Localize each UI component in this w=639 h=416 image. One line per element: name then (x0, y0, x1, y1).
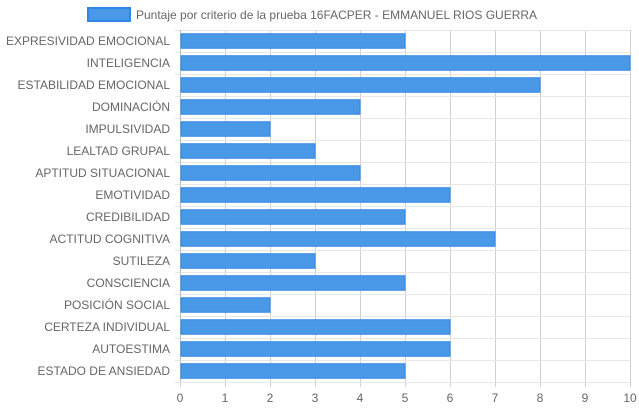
x-tick-label-3: 3 (312, 391, 319, 405)
bar-12[interactable] (180, 297, 271, 313)
bar-8[interactable] (180, 209, 406, 225)
bars (180, 33, 631, 379)
bar-6[interactable] (180, 165, 361, 181)
category-label-8: CREDIBILIDAD (86, 210, 170, 224)
category-label-9: ACTITUD COGNITIVA (50, 232, 170, 246)
category-label-7: EMOTIVIDAD (95, 188, 170, 202)
x-tick-label-2: 2 (267, 391, 274, 405)
x-tick-label-9: 9 (582, 391, 589, 405)
bar-7[interactable] (180, 187, 451, 203)
category-label-2: ESTABILIDAD EMOCIONAL (18, 78, 171, 92)
x-tick-label-10: 10 (623, 391, 637, 405)
x-tick-label-5: 5 (402, 391, 409, 405)
bar-13[interactable] (180, 319, 451, 335)
x-tick-label-8: 8 (537, 391, 544, 405)
category-label-0: EXPRESIVIDAD EMOCIONAL (6, 34, 170, 48)
bar-3[interactable] (180, 99, 361, 115)
x-tick-label-4: 4 (357, 391, 364, 405)
category-label-14: AUTOESTIMA (92, 342, 170, 356)
bar-2[interactable] (180, 77, 541, 93)
legend-swatch[interactable] (87, 7, 131, 22)
bar-9[interactable] (180, 231, 496, 247)
category-label-6: APTITUD SITUACIONAL (35, 166, 170, 180)
x-tick-label-7: 7 (492, 391, 499, 405)
x-axis-tick-labels: 0 1 2 3 4 5 6 7 8 9 10 (177, 391, 637, 405)
legend[interactable]: Puntaje por criterio de la prueba 16FACP… (87, 7, 537, 22)
legend-label[interactable]: Puntaje por criterio de la prueba 16FACP… (136, 8, 537, 22)
category-label-10: SUTILEZA (113, 254, 170, 268)
category-label-5: LEALTAD GRUPAL (67, 144, 171, 158)
category-label-15: ESTADO DE ANSIEDAD (38, 364, 171, 378)
category-label-11: CONSCIENCIA (87, 276, 170, 290)
x-tick-label-0: 0 (177, 391, 184, 405)
category-label-4: IMPULSIVIDAD (85, 122, 170, 136)
bar-11[interactable] (180, 275, 406, 291)
bar-15[interactable] (180, 363, 406, 379)
bar-1[interactable] (180, 55, 631, 71)
bar-14[interactable] (180, 341, 451, 357)
category-grid-lines (175, 30, 630, 383)
bar-0[interactable] (180, 33, 406, 49)
category-label-12: POSICIÓN SOCIAL (64, 297, 170, 312)
category-label-1: INTELIGENCIA (87, 56, 170, 70)
bar-10[interactable] (180, 253, 316, 269)
bar-4[interactable] (180, 121, 271, 137)
y-axis-labels: EXPRESIVIDAD EMOCIONAL INTELIGENCIA ESTABI… (6, 34, 170, 378)
x-tick-label-1: 1 (222, 391, 229, 405)
category-label-3: DOMINACIÓN (92, 99, 170, 114)
category-label-13: CERTEZA INDIVIDUAL (44, 320, 170, 334)
bar-5[interactable] (180, 143, 316, 159)
x-tick-label-6: 6 (447, 391, 454, 405)
